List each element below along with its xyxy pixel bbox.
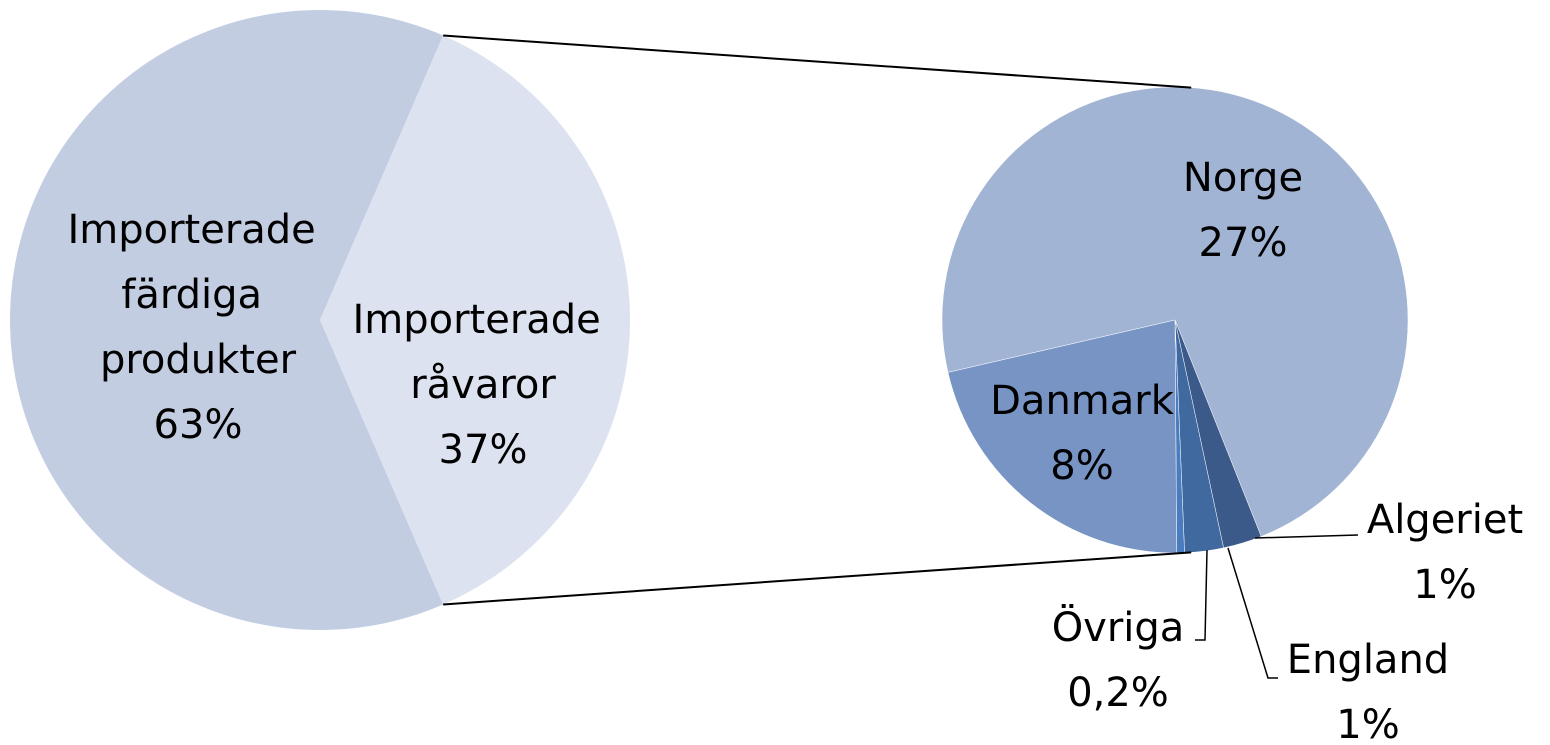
slice-value-label: 0,2% (1067, 670, 1169, 716)
pie-slice (9, 10, 444, 631)
leader-line (1254, 534, 1359, 539)
slice-value-label: 1% (1413, 562, 1476, 608)
connector-line (443, 34, 1192, 89)
slice-label: Algeriet (1367, 497, 1523, 543)
slice-value-label: 63% (154, 402, 243, 448)
leader-line (1195, 549, 1208, 641)
connector-line (443, 551, 1192, 606)
slice-value-label: 37% (439, 427, 528, 473)
leader-line (1227, 547, 1278, 679)
slice-value-label: 1% (1336, 702, 1399, 745)
slice-label: England (1287, 637, 1449, 683)
pie-slice (320, 35, 630, 605)
slice-value-label: 27% (1199, 220, 1288, 266)
slice-label: Importerade råvaror (352, 297, 613, 408)
slice-value-label: 8% (1050, 443, 1113, 489)
slice-label: Importerade färdiga produkter (67, 207, 328, 383)
pie-slice (947, 319, 1177, 554)
pie-slice (941, 86, 1409, 537)
slice-label: Övriga (1052, 603, 1185, 651)
slice-label: Danmark (990, 378, 1175, 424)
slice-label: Norge (1183, 155, 1303, 201)
